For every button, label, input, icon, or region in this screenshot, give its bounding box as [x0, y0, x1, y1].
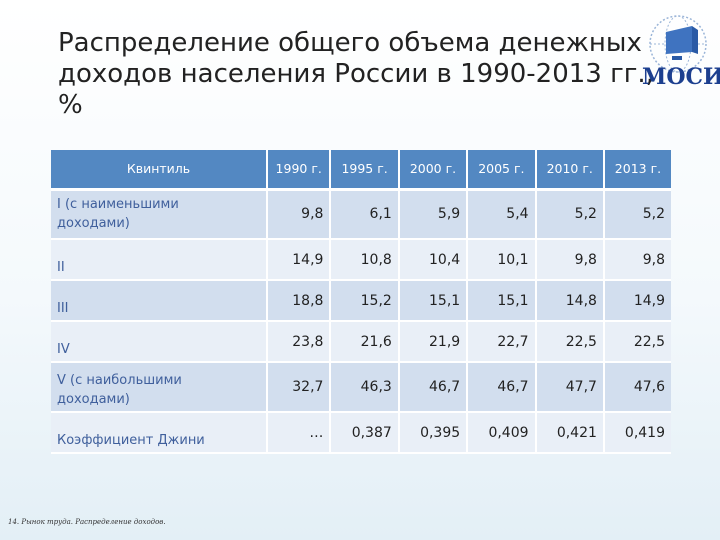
table-cell: 9,8 [267, 189, 332, 240]
table-cell: 22,5 [603, 321, 671, 363]
logo-text: МОСИ [642, 64, 720, 90]
row-label-line: V (с наибольшими [57, 373, 182, 388]
column-header-2010: 2010 г. [535, 150, 605, 191]
row-label: Коэффициент Джини [51, 412, 268, 454]
table-cell: 22,7 [467, 321, 537, 363]
income-distribution-table: Квинтиль 1990 г. 1995 г. 2000 г. 2005 г.… [51, 150, 671, 454]
row-label: II [51, 239, 268, 281]
column-header-1990: 1990 г. [267, 150, 332, 191]
table-cell: 0,421 [535, 412, 605, 454]
table-cell: 21,6 [330, 321, 400, 363]
slide-title-line-2: доходов населения России в 1990-2013 гг.… [58, 59, 654, 89]
table-cell: 47,6 [603, 362, 671, 413]
table-row: II 14,9 10,8 10,4 10,1 9,8 9,8 [51, 239, 671, 281]
table-row: III 18,8 15,2 15,1 15,1 14,8 14,9 [51, 280, 671, 322]
row-label-line: I (с наименьшими [57, 197, 179, 213]
table-cell: 15,1 [467, 280, 537, 322]
row-label: V (с наибольшими доходами) [51, 362, 268, 413]
table-cell: 9,8 [535, 239, 605, 281]
table-cell: 14,9 [603, 280, 671, 322]
table-header-row: Квинтиль 1990 г. 1995 г. 2000 г. 2005 г.… [51, 150, 671, 191]
table-cell: 15,2 [330, 280, 400, 322]
table-cell: 5,4 [467, 189, 537, 240]
table-cell: 10,8 [330, 239, 400, 281]
column-header-2005: 2005 г. [467, 150, 537, 191]
table-cell: 22,5 [535, 321, 605, 363]
table-cell: 6,1 [330, 189, 400, 240]
row-label-line: доходами) [57, 216, 130, 232]
row-label-line: доходами) [57, 392, 130, 407]
table-cell: 10,1 [467, 239, 537, 281]
slide-footer: 14. Рынок труда. Распределение доходов. [8, 518, 166, 526]
column-header-2000: 2000 г. [398, 150, 469, 191]
table-cell: 5,2 [535, 189, 605, 240]
table-cell: 0,419 [603, 412, 671, 454]
table-cell: 47,7 [535, 362, 605, 413]
table-cell: … [267, 412, 332, 454]
table-cell: 5,9 [398, 189, 469, 240]
table-cell: 14,9 [267, 239, 332, 281]
table-cell: 5,2 [603, 189, 671, 240]
column-header-2013: 2013 г. [603, 150, 671, 191]
row-label: IV [51, 321, 268, 363]
table-cell: 15,1 [398, 280, 469, 322]
institute-globe-logo-icon [649, 15, 707, 73]
row-label: I (с наименьшими доходами) [51, 189, 268, 240]
table-cell: 32,7 [267, 362, 332, 413]
table-cell: 9,8 [603, 239, 671, 281]
slide-title: Распределение общего объема денежных дох… [58, 28, 658, 121]
table-cell: 0,409 [467, 412, 537, 454]
slide-title-line-3: % [58, 90, 83, 120]
table-row: IV 23,8 21,6 21,9 22,7 22,5 22,5 [51, 321, 671, 363]
table-cell: 23,8 [267, 321, 332, 363]
table-cell: 21,9 [398, 321, 469, 363]
table-cell: 10,4 [398, 239, 469, 281]
table-row: V (с наибольшими доходами) 32,7 46,3 46,… [51, 362, 671, 413]
table-cell: 46,3 [330, 362, 400, 413]
institute-logo: МОСИ [638, 8, 720, 100]
table-cell: 46,7 [467, 362, 537, 413]
table-cell: 18,8 [267, 280, 332, 322]
table-cell: 14,8 [535, 280, 605, 322]
table-cell: 0,387 [330, 412, 400, 454]
table-row: I (с наименьшими доходами) 9,8 6,1 5,9 5… [51, 189, 671, 240]
table-row: Коэффициент Джини … 0,387 0,395 0,409 0,… [51, 412, 671, 454]
column-header-1995: 1995 г. [330, 150, 400, 191]
row-label: III [51, 280, 268, 322]
column-header-quintile: Квинтиль [51, 150, 268, 191]
table-cell: 0,395 [398, 412, 469, 454]
slide-title-line-1: Распределение общего объема денежных [58, 28, 642, 58]
table-cell: 46,7 [398, 362, 469, 413]
